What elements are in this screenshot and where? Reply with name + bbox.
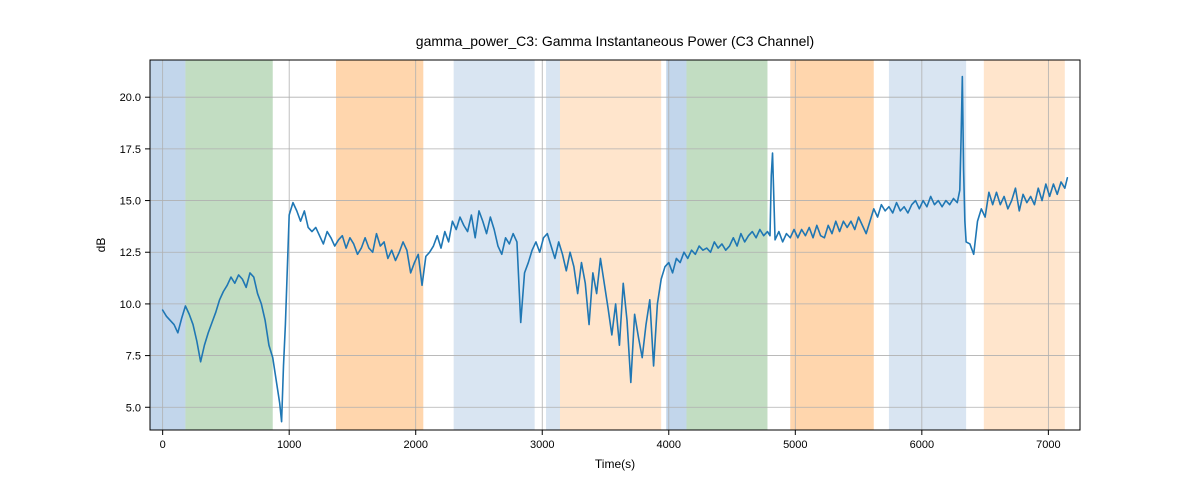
ytick-label: 12.5 [120,247,141,259]
xtick-label: 3000 [530,439,554,451]
xtick-label: 5000 [783,439,807,451]
region-band [560,60,661,430]
region-band [454,60,535,430]
ytick-label: 7.5 [126,351,141,363]
region-band [889,60,966,430]
y-axis-label: dB [94,238,108,253]
region-band [984,60,1065,430]
ytick-label: 5.0 [126,402,141,414]
region-band [150,60,185,430]
ytick-label: 17.5 [120,144,141,156]
xtick-label: 2000 [403,439,427,451]
region-band [185,60,272,430]
chart-svg: 0 1000 2000 3000 4000 5000 6000 7000 5.0 7.5 10.0 1… [0,0,1200,500]
chart-root: 0 1000 2000 3000 4000 5000 6000 7000 5.0 7.5 10.0 1… [0,0,1200,500]
ytick-label: 15.0 [120,196,141,208]
ytick-label: 20.0 [120,92,141,104]
xtick-label: 7000 [1036,439,1060,451]
xtick-label: 6000 [910,439,934,451]
region-band [666,60,686,430]
chart-title: gamma_power_C3: Gamma Instantaneous Powe… [416,33,814,49]
xtick-label: 4000 [657,439,681,451]
xtick-label: 1000 [277,439,301,451]
xtick-label: 0 [160,439,166,451]
x-axis-label: Time(s) [595,457,635,471]
region-band [686,60,767,430]
region-band [790,60,874,430]
ytick-label: 10.0 [120,299,141,311]
